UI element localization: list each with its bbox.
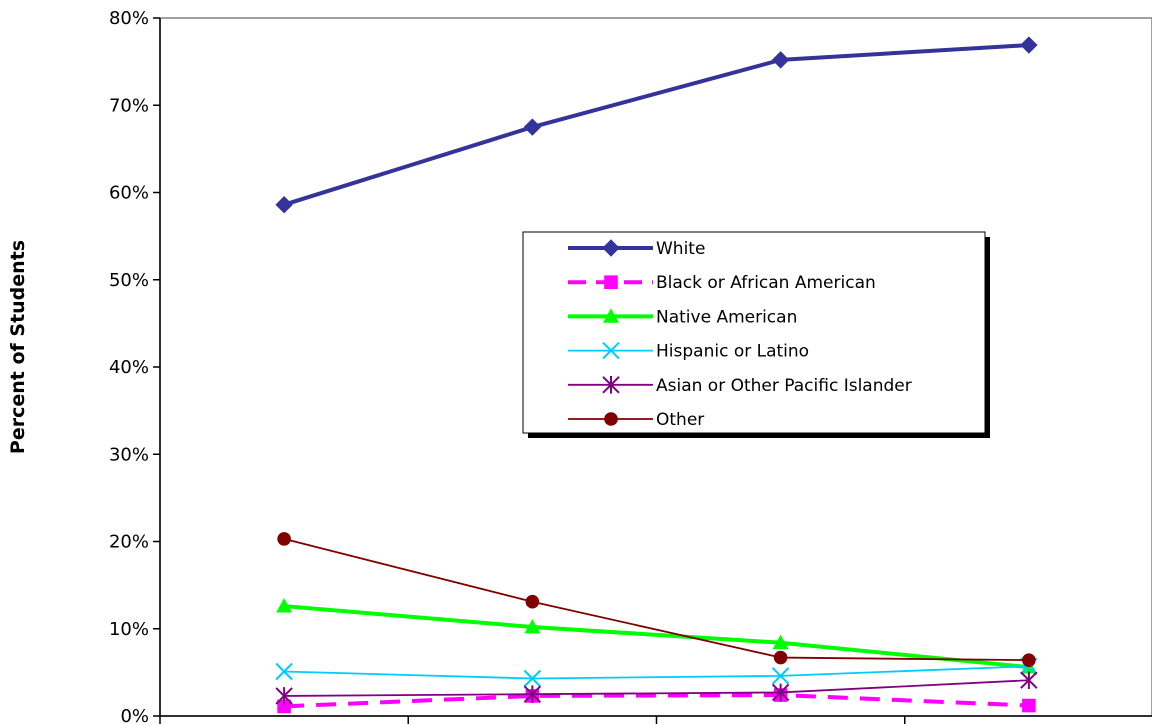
x-axis-ticks bbox=[159, 716, 906, 724]
legend: White Black or African American Native Ame… bbox=[522, 231, 990, 438]
legend-item: Black or African American bbox=[568, 273, 876, 293]
x-marker-stroke bbox=[602, 341, 620, 360]
legend-marker bbox=[604, 412, 618, 426]
series-line bbox=[283, 538, 1029, 662]
series-white bbox=[275, 36, 1038, 214]
series-line bbox=[283, 604, 1030, 670]
y-tick-label: 70% bbox=[109, 95, 149, 116]
data-point bbox=[523, 685, 542, 703]
data-point bbox=[773, 650, 788, 665]
y-tick-label: 10% bbox=[109, 619, 149, 640]
data-point bbox=[524, 619, 541, 634]
data-point bbox=[275, 196, 293, 214]
series-layer bbox=[275, 36, 1038, 714]
series-line bbox=[284, 665, 1029, 680]
legend-label: Black or African American bbox=[656, 273, 876, 293]
data-point bbox=[277, 699, 291, 714]
data-point bbox=[523, 669, 542, 688]
series-hispanic-or-latino bbox=[275, 657, 1038, 688]
y-tick-label: 60% bbox=[109, 183, 149, 204]
series-line bbox=[284, 693, 1029, 709]
data-point bbox=[771, 51, 790, 69]
y-tick-label: 50% bbox=[109, 270, 149, 291]
series-line bbox=[284, 679, 1029, 697]
data-point bbox=[1020, 671, 1038, 690]
legend-marker bbox=[603, 308, 619, 323]
legend-marker bbox=[604, 275, 618, 289]
legend-label: Native American bbox=[656, 307, 797, 327]
data-point bbox=[771, 667, 790, 685]
data-point bbox=[1022, 653, 1036, 667]
y-tick-label: 40% bbox=[109, 357, 149, 378]
legend-item: Other bbox=[568, 410, 704, 430]
data-point bbox=[277, 532, 291, 546]
y-tick-label: 20% bbox=[109, 532, 149, 553]
data-point bbox=[275, 662, 293, 681]
legend-marker bbox=[602, 376, 620, 394]
y-tick-label: 0% bbox=[120, 706, 149, 725]
x-marker-stroke bbox=[275, 662, 293, 681]
data-point bbox=[275, 687, 293, 705]
data-point bbox=[1020, 36, 1038, 54]
data-point bbox=[772, 634, 789, 650]
y-tick-label: 80% bbox=[109, 8, 149, 29]
legend-item: Asian or Other Pacific Islander bbox=[568, 376, 912, 396]
y-axis-ticks: 0% 10% 20% 30% 40% 50% 60% 70% 80% bbox=[109, 8, 160, 725]
x-marker-stroke bbox=[771, 667, 790, 685]
y-tick-label: 30% bbox=[109, 444, 149, 465]
legend-item: Hispanic or Latino bbox=[568, 342, 809, 362]
series-line bbox=[283, 43, 1029, 207]
legend-label: Other bbox=[656, 410, 704, 430]
legend-marker bbox=[602, 239, 620, 257]
legend-box bbox=[522, 231, 986, 434]
legend-label: Asian or Other Pacific Islander bbox=[656, 376, 912, 396]
data-point bbox=[276, 598, 293, 613]
series-asian-or-other-pacific-islander bbox=[275, 671, 1038, 705]
data-point bbox=[523, 118, 542, 136]
legend-label: Hispanic or Latino bbox=[656, 342, 809, 362]
y-axis-title: Percent of Students bbox=[7, 240, 29, 454]
data-point bbox=[1022, 698, 1036, 713]
x-marker-stroke bbox=[523, 669, 542, 688]
legend-item: Native American bbox=[568, 307, 797, 327]
data-point bbox=[771, 683, 790, 702]
data-point bbox=[525, 594, 540, 609]
legend-item: White bbox=[568, 239, 705, 259]
legend-label: White bbox=[656, 239, 705, 259]
series-native-american bbox=[276, 598, 1037, 674]
legend-marker bbox=[602, 341, 620, 360]
series-black-or-african-american bbox=[277, 688, 1036, 714]
series-other bbox=[277, 532, 1036, 667]
